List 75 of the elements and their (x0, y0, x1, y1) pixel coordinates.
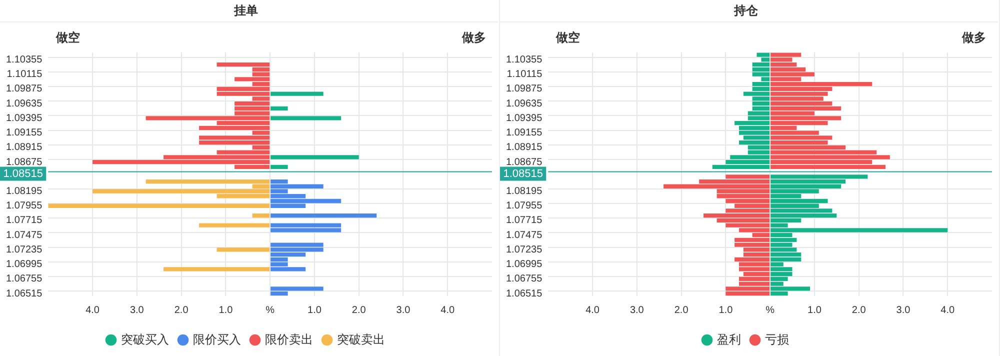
y-tick-label: 1.08195 (506, 186, 543, 197)
y-tick-label: 1.07955 (6, 200, 43, 212)
y-tick-label: 1.10355 (6, 54, 43, 66)
bar (164, 267, 270, 272)
x-tick-label: 4.0 (940, 304, 955, 316)
y-tick-label: 1.06515 (6, 288, 43, 300)
y-tick-label: 1.10115 (6, 69, 43, 80)
x-tick-label: 3.0 (396, 304, 411, 316)
x-tick-label: 2.0 (352, 304, 366, 316)
bar (270, 116, 342, 120)
x-tick-label: 2.0 (852, 304, 866, 316)
bar (270, 214, 377, 218)
bar (270, 164, 288, 169)
y-tick-label: 1.09395 (6, 112, 43, 124)
y-tick-label: 1.07955 (506, 200, 543, 212)
bar (270, 92, 324, 96)
x-tick-label: 1.0 (218, 304, 234, 316)
x-tick-label: 3.0 (130, 304, 144, 316)
y-tick-label: 1.09635 (506, 98, 543, 110)
text: 做多 (961, 30, 986, 45)
y-tick-label: 1.09155 (506, 128, 543, 139)
y-tick-label: 1.09875 (506, 84, 543, 95)
y-tick-label: 1.09155 (6, 128, 43, 139)
y-tick-label: 1.09875 (6, 84, 43, 95)
chart-title: 持仓 (733, 4, 759, 18)
x-tick-label: 1.0 (308, 304, 322, 316)
legend-label: 突破卖出 (337, 332, 385, 346)
x-tick-label: 3.0 (896, 304, 911, 316)
y-tick-label: 1.09635 (6, 98, 43, 110)
bar (48, 204, 270, 208)
y-tick-label: 1.08515 (503, 168, 543, 180)
x-tick-label: 2.0 (674, 304, 689, 316)
x-tick-label: 1.0 (718, 304, 734, 316)
x-tick-label: 1.0 (808, 304, 822, 316)
legend-label: 盈利 (717, 332, 741, 346)
legend-label: 限价买入 (193, 332, 241, 346)
legend-label: 突破买入 (121, 332, 169, 346)
text: 做空 (55, 30, 80, 45)
chart-title: 挂单 (233, 4, 258, 18)
x-tick-label: 4.0 (440, 304, 455, 316)
x-tick-label: 3.0 (630, 304, 644, 316)
y-tick-label: 1.07235 (6, 244, 43, 256)
x-tick-label: 4.0 (586, 304, 600, 316)
y-tick-label: 1.08915 (506, 142, 543, 154)
y-tick-label: 1.08675 (506, 156, 543, 168)
y-tick-label: 1.08915 (6, 142, 43, 154)
x-tick-label: % (266, 304, 275, 316)
y-tick-label: 1.09395 (506, 112, 543, 124)
bar (252, 214, 270, 218)
y-tick-label: 1.08195 (6, 186, 43, 197)
x-tick-label: % (766, 304, 775, 316)
y-tick-label: 1.06995 (506, 259, 543, 270)
y-tick-label: 1.10355 (506, 54, 543, 66)
y-tick-label: 1.07475 (6, 230, 43, 241)
y-tick-label: 1.10115 (506, 69, 543, 80)
legend-label: 亏损 (765, 332, 789, 346)
bar (216, 248, 270, 252)
x-tick-label: 2.0 (174, 304, 189, 316)
y-tick-label: 1.06995 (6, 259, 43, 270)
bar (270, 106, 288, 110)
y-tick-label: 1.06755 (506, 274, 543, 285)
y-tick-label: 1.06515 (506, 288, 543, 300)
y-tick-label: 1.08675 (6, 156, 43, 168)
y-tick-label: 1.07715 (6, 215, 43, 226)
y-tick-label: 1.08515 (3, 168, 43, 180)
bar (270, 155, 359, 160)
y-tick-label: 1.07715 (506, 215, 543, 226)
bar (199, 223, 270, 228)
text: 做多 (461, 30, 486, 45)
y-tick-label: 1.07475 (506, 230, 543, 241)
y-tick-label: 1.06755 (6, 274, 43, 285)
y-tick-label: 1.07235 (506, 244, 543, 256)
legend-label: 限价卖出 (265, 332, 313, 346)
text: 做空 (555, 30, 580, 45)
x-tick-label: 4.0 (86, 304, 100, 316)
